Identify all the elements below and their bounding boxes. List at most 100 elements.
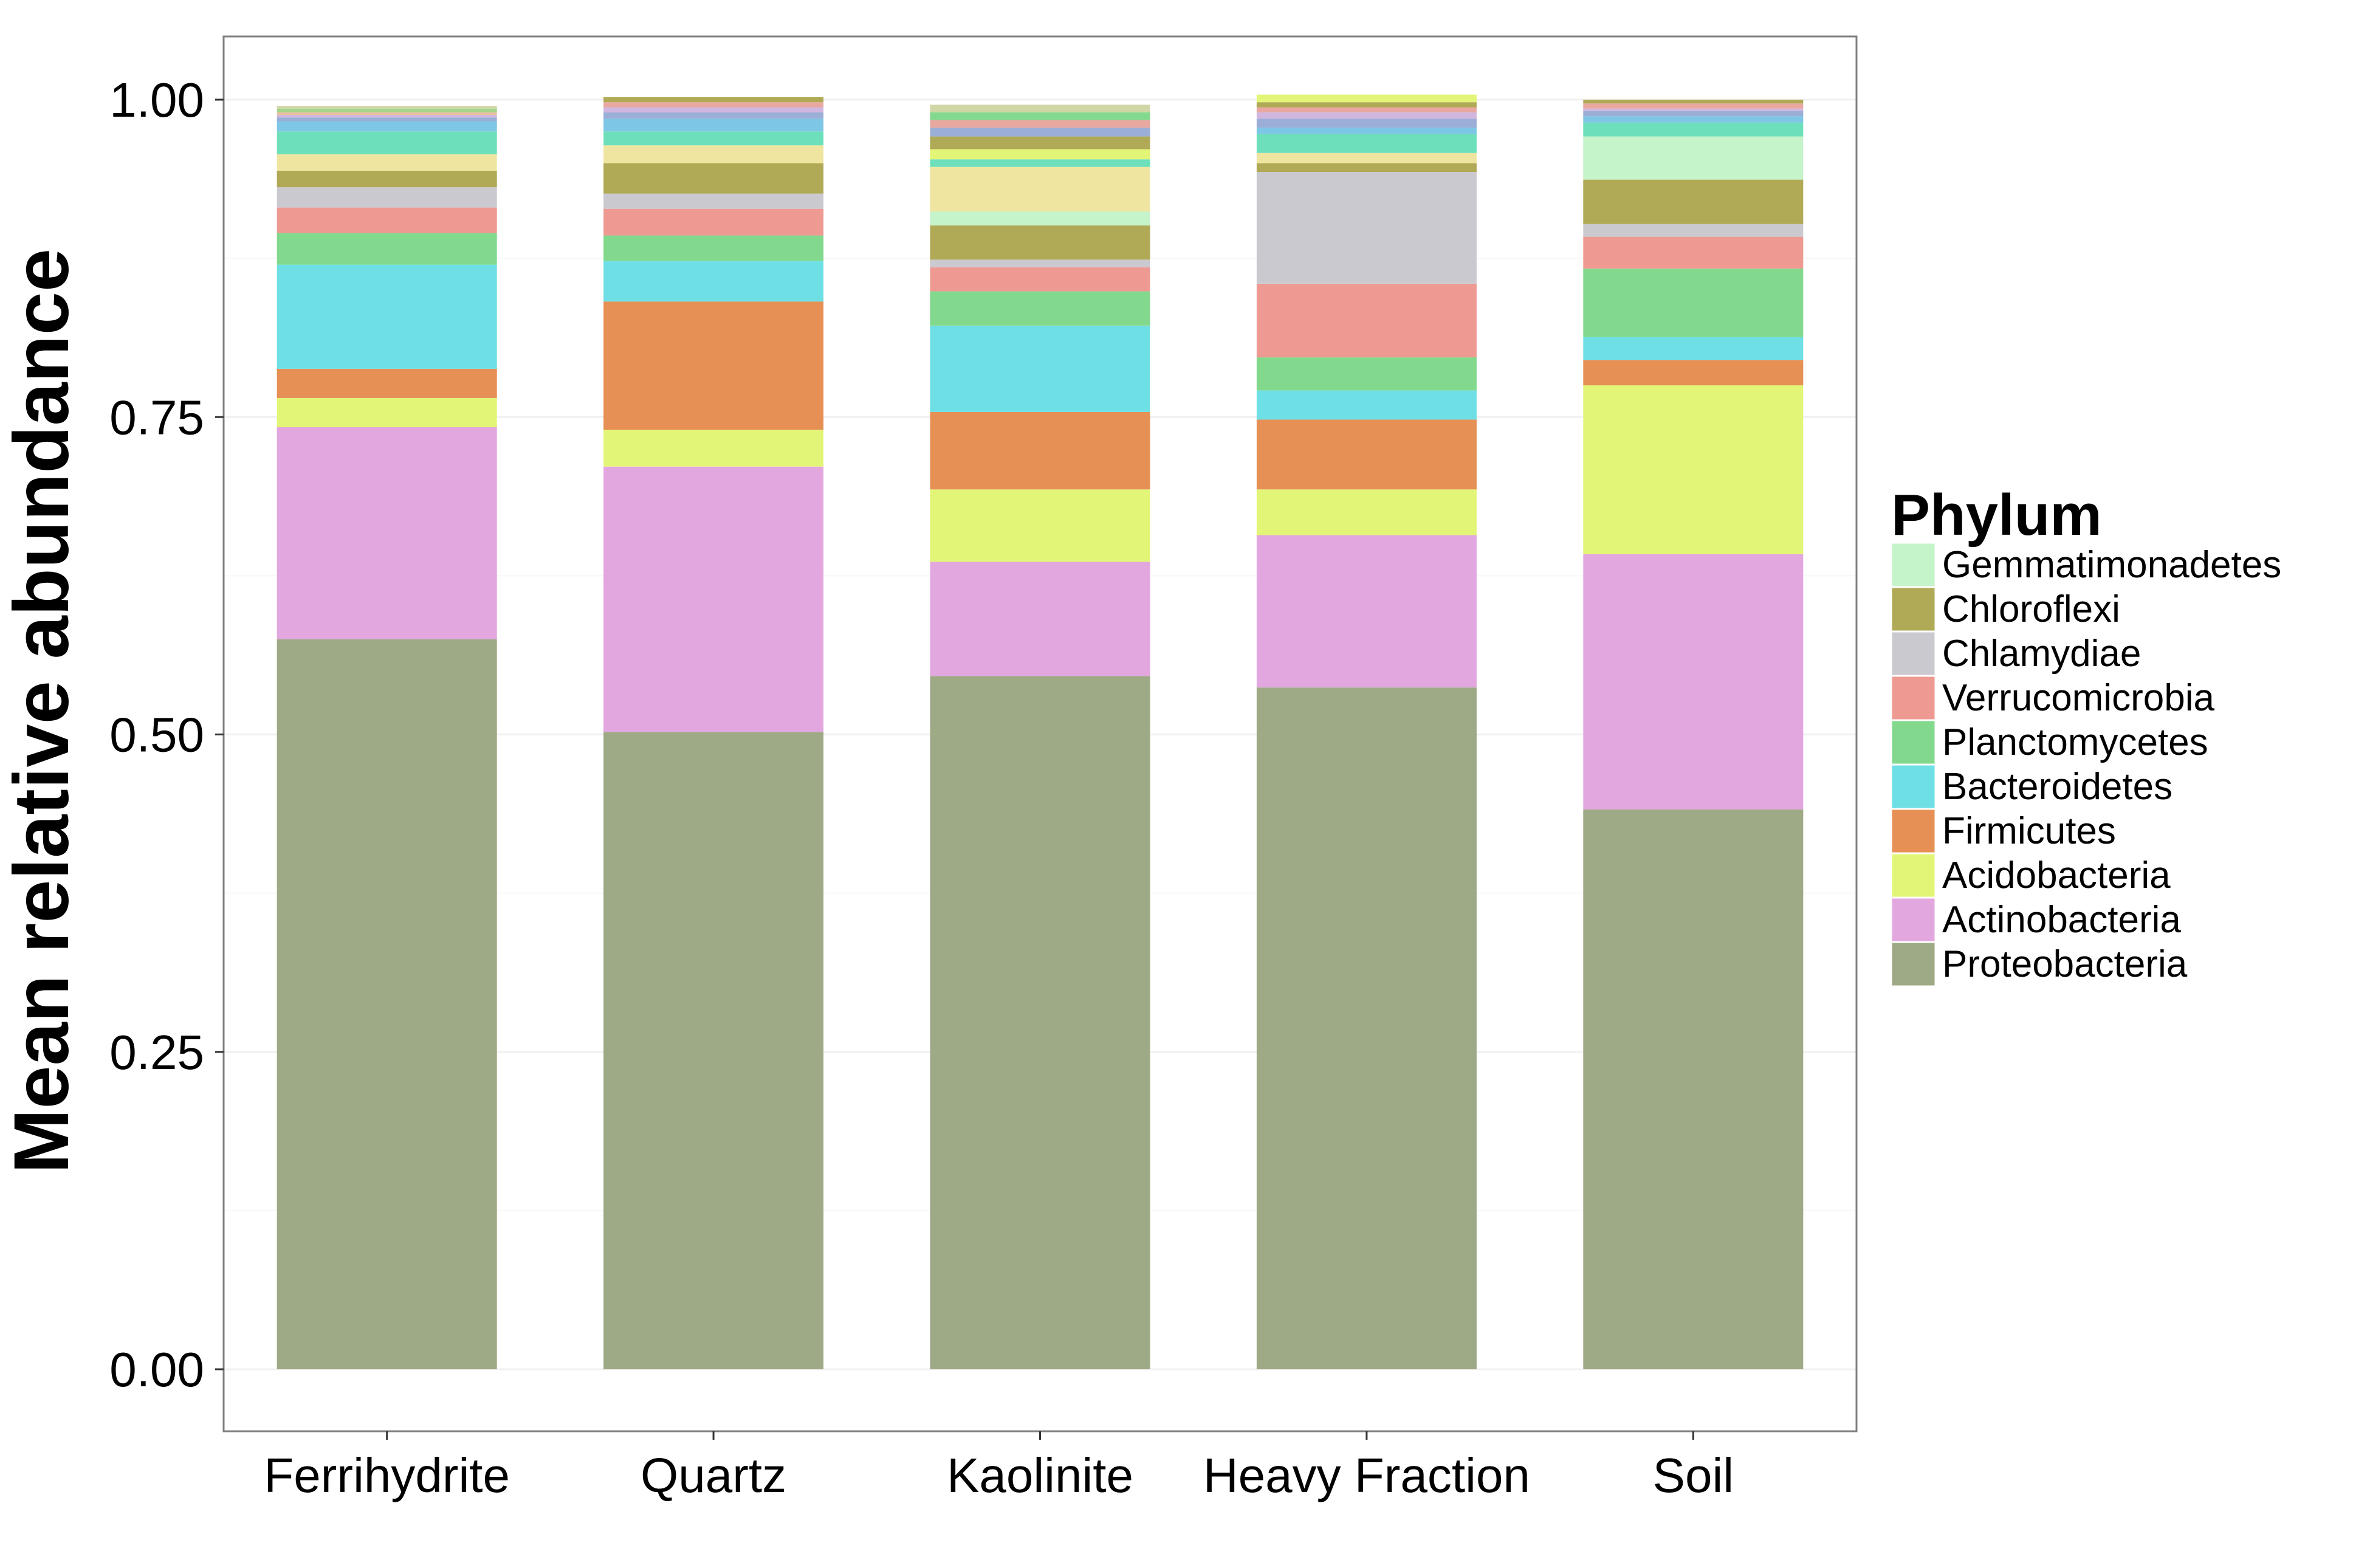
- bar-segment-minor: [1256, 107, 1477, 112]
- legend-swatch: [1890, 542, 1937, 588]
- bar-stack: [930, 105, 1150, 1369]
- bar-segment: [1583, 236, 1804, 269]
- bar-segment: [1583, 179, 1804, 224]
- legend-swatch: [1890, 896, 1937, 943]
- bar-segment: [276, 397, 497, 427]
- bar-segment: [276, 368, 497, 398]
- bar-segment: [1256, 489, 1477, 535]
- bar-segment-minor: [1256, 119, 1477, 128]
- legend-entry: Firmicutes: [1942, 810, 2116, 852]
- bar-segment-minor: [276, 115, 497, 118]
- bar-segment: [603, 163, 824, 194]
- legend-entry: Proteobacteria: [1942, 943, 2188, 985]
- legend-entry: Gemmatimonadetes: [1942, 544, 2281, 586]
- bar-segment: [930, 676, 1150, 1369]
- bar-segment-minor: [930, 105, 1150, 112]
- bar-segment-minor: [603, 107, 824, 112]
- y-tick-label: 1.00: [109, 73, 204, 127]
- legend-entry: Planctomycetes: [1942, 721, 2208, 763]
- bar-segment: [1256, 357, 1477, 391]
- bar-segment-minor: [930, 136, 1150, 150]
- bar-stack: [1256, 94, 1477, 1369]
- bar-segment-minor: [1583, 111, 1804, 117]
- bar-segment-minor: [1256, 94, 1477, 103]
- bar-segment: [276, 639, 497, 1369]
- bar-segment-minor: [1583, 100, 1804, 104]
- bar-segment: [276, 207, 497, 233]
- x-tick-label: Kaolinite: [947, 1448, 1133, 1502]
- y-tick-label: 0.75: [109, 390, 204, 444]
- bar-segment: [603, 261, 824, 302]
- bar-segment-minor: [603, 119, 824, 132]
- bar-segment: [1583, 136, 1804, 180]
- bar-segment: [930, 325, 1150, 412]
- legend-swatch: [1890, 852, 1937, 899]
- bar-segment-minor: [930, 120, 1150, 128]
- bar-segment-minor: [930, 159, 1150, 167]
- bar-segment-minor: [1256, 127, 1477, 134]
- bar-segment-minor: [603, 97, 824, 103]
- bar-stack: [1583, 100, 1804, 1369]
- bar-segment: [276, 187, 497, 208]
- bar-segment-minor: [276, 106, 497, 109]
- bar-segment-minor: [276, 154, 497, 171]
- bar-segment-minor: [1256, 134, 1477, 153]
- bar-segment: [276, 427, 497, 639]
- bar-segment-minor: [1256, 153, 1477, 163]
- y-tick-label: 0.00: [109, 1343, 204, 1397]
- bar-segment: [930, 489, 1150, 562]
- legend-entry: Chloroflexi: [1942, 588, 2120, 630]
- bar-segment: [276, 233, 497, 265]
- bar-segment: [603, 301, 824, 430]
- x-tick-label: Heavy Fraction: [1203, 1448, 1530, 1502]
- bar-segment: [930, 211, 1150, 225]
- y-axis: 0.00 0.25 0.50 0.75 1.00: [109, 73, 224, 1397]
- legend-entry: Actinobacteria: [1942, 899, 2181, 941]
- legend-swatch: [1890, 675, 1937, 721]
- legend-entry: Chlamydiae: [1942, 633, 2141, 675]
- legend-entry: Verrucomicrobia: [1942, 677, 2214, 719]
- bar-segment-minor: [930, 112, 1150, 120]
- bar-segment: [603, 466, 824, 732]
- bar-segment: [930, 291, 1150, 326]
- bar-stack: [603, 97, 824, 1369]
- bar-segment-minor: [1583, 103, 1804, 109]
- bar-segment: [603, 235, 824, 261]
- bar-segment: [1583, 337, 1804, 360]
- bar-segment-minor: [930, 149, 1150, 160]
- bar-segment-minor: [603, 102, 824, 108]
- bar-segment-minor: [603, 145, 824, 163]
- x-tick-label: Soil: [1653, 1448, 1734, 1502]
- legend-swatch: [1890, 808, 1937, 854]
- legend-entry: Acidobacteria: [1942, 854, 2171, 896]
- bar-segment: [930, 267, 1150, 292]
- bar-segment: [276, 170, 497, 188]
- bar-segment: [1583, 360, 1804, 386]
- bars: [276, 94, 1804, 1369]
- bar-segment: [1256, 172, 1477, 284]
- bar-segment-minor: [276, 121, 497, 132]
- bar-segment: [603, 193, 824, 209]
- bar-segment: [1256, 687, 1477, 1369]
- bar-segment: [1583, 268, 1804, 337]
- bar-segment-minor: [603, 112, 824, 119]
- bar-segment-minor: [930, 127, 1150, 137]
- legend-swatch: [1890, 586, 1937, 633]
- legend-swatch: [1890, 630, 1937, 677]
- bar-segment: [930, 225, 1150, 260]
- bar-segment-minor: [1583, 116, 1804, 123]
- bar-segment: [1583, 224, 1804, 237]
- bar-segment: [930, 411, 1150, 490]
- bar-segment: [930, 562, 1150, 676]
- bar-segment: [276, 264, 497, 369]
- x-tick-label: Ferrihydrite: [264, 1448, 510, 1502]
- bar-segment-minor: [1256, 112, 1477, 119]
- bar-segment: [1583, 809, 1804, 1369]
- bar-segment: [603, 208, 824, 236]
- bar-segment: [603, 732, 824, 1369]
- bar-segment-minor: [1583, 108, 1804, 111]
- legend-swatch: [1890, 941, 1937, 988]
- bar-stack: [276, 106, 497, 1369]
- bar-segment-minor: [1256, 102, 1477, 108]
